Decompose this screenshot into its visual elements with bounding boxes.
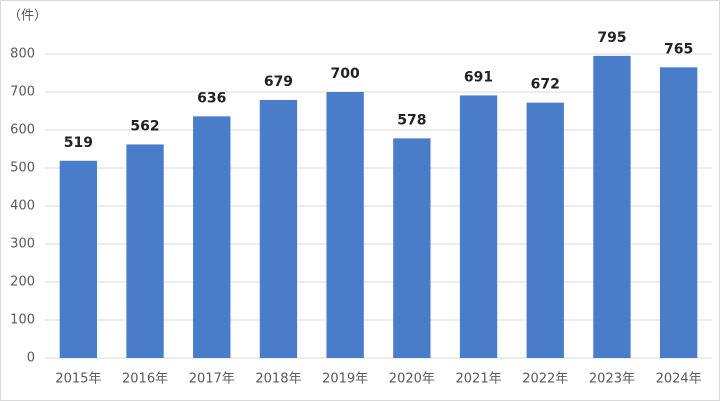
bar: [326, 92, 364, 358]
bar: [659, 67, 698, 359]
y-tick-label: 400: [10, 199, 35, 214]
value-label: 636: [197, 90, 226, 106]
x-tick-label: 2024年: [656, 372, 702, 387]
x-tick-label: 2022年: [522, 372, 568, 387]
y-tick-label: 600: [10, 123, 35, 138]
x-tick-label: 2018年: [255, 372, 301, 387]
y-tick-label: 100: [10, 313, 35, 328]
value-label: 691: [464, 69, 493, 85]
value-label: 578: [397, 112, 426, 128]
y-tick-label: 0: [27, 351, 35, 366]
y-tick-label: 500: [10, 161, 35, 176]
y-tick-label: 200: [10, 275, 35, 290]
x-tick-label: 2019年: [322, 372, 368, 387]
value-label: 795: [597, 30, 626, 46]
x-tick-label: 2015年: [55, 372, 101, 387]
y-tick-label: 800: [10, 47, 35, 62]
y-axis-label: （件）: [8, 9, 47, 24]
bar: [459, 95, 498, 359]
value-label: 672: [531, 77, 560, 93]
x-tick-label: 2017年: [189, 372, 235, 387]
value-label: 700: [331, 66, 360, 82]
bar: [126, 144, 164, 358]
bar: [259, 99, 298, 358]
y-tick-label: 700: [10, 85, 35, 100]
bar: [393, 138, 431, 358]
value-label: 562: [130, 118, 159, 134]
bar: [526, 102, 564, 358]
y-tick-label: 300: [10, 237, 35, 252]
x-tick-label: 2023年: [589, 372, 635, 387]
x-tick-label: 2020年: [389, 372, 435, 387]
bar: [193, 116, 231, 358]
value-label: 679: [264, 74, 293, 90]
x-tick-label: 2016年: [122, 372, 168, 387]
value-label: 765: [664, 41, 693, 57]
value-label: 519: [64, 135, 93, 151]
bar: [593, 55, 631, 359]
x-tick-label: 2021年: [456, 372, 502, 387]
bar: [59, 160, 98, 358]
